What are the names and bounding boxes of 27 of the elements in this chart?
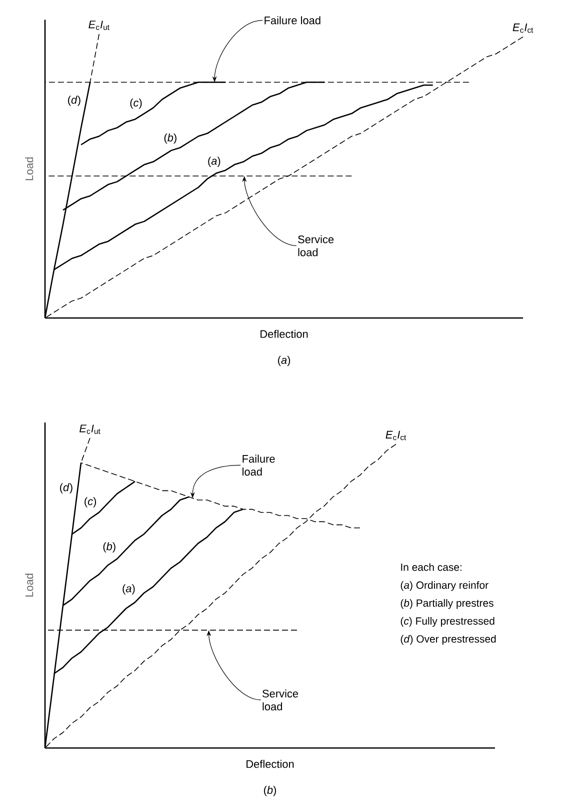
text: (b)	[264, 786, 276, 796]
text: (a)	[278, 356, 290, 366]
series-label: (c)	[130, 98, 142, 109]
series-label: E$_{c}$I$_{ct}$	[386, 430, 406, 440]
annotation: In each case:	[401, 563, 462, 571]
series-label: (a)	[208, 156, 220, 167]
series-label: E$_{c}$I$_{ut}$	[88, 20, 110, 30]
annotation: (d) Over prestressed	[400, 634, 496, 645]
text: Service load	[262, 689, 298, 710]
series-label: (a)	[122, 584, 135, 594]
annotation: (c) Fully prestressed	[400, 617, 494, 627]
x-axis-title: Deflection	[246, 760, 294, 768]
annotation: (a) Ordinary reinfor	[400, 581, 488, 591]
y-axis-title: Load	[25, 157, 34, 180]
y-axis-title: Load	[25, 574, 34, 597]
series-label: (b)	[103, 542, 116, 552]
series-label: E$_{c}$I$_{ct}$	[512, 24, 534, 33]
text: Failure load	[264, 16, 320, 24]
annotation: (b) Partially prestres	[400, 599, 494, 609]
x-axis-title: Deflection	[260, 330, 308, 338]
series-label: (d)	[68, 96, 80, 106]
text: Failure load	[242, 454, 275, 476]
series-label: (d)	[60, 483, 72, 494]
series-label: E$_{c}$I$_{ut}$	[80, 424, 100, 434]
series-label: (b)	[164, 133, 176, 144]
text: Service load	[298, 235, 334, 256]
series-label: (c)	[84, 497, 96, 508]
